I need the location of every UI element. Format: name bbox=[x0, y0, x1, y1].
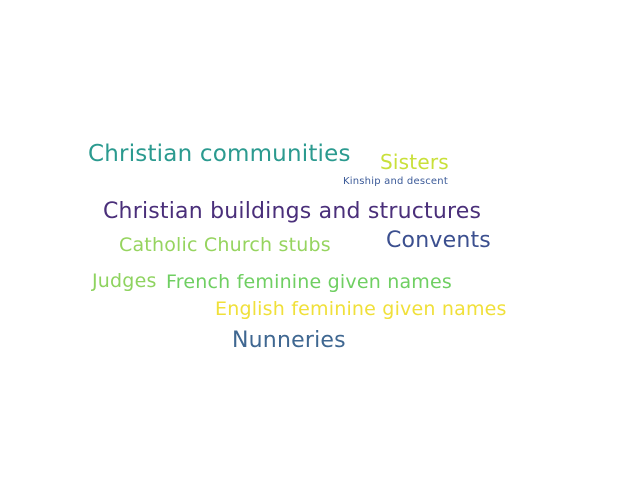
word-kinship-and-descent: Kinship and descent bbox=[343, 176, 448, 187]
word-christian-buildings-and-structures: Christian buildings and structures bbox=[103, 199, 482, 224]
word-christian-communities: Christian communities bbox=[88, 141, 351, 167]
word-nunneries: Nunneries bbox=[232, 328, 346, 353]
word-french-feminine-given-names: French feminine given names bbox=[166, 271, 452, 293]
word-sisters: Sisters bbox=[380, 150, 449, 174]
word-english-feminine-given-names: English feminine given names bbox=[215, 298, 507, 320]
word-catholic-church-stubs: Catholic Church stubs bbox=[119, 234, 331, 256]
word-judges: Judges bbox=[92, 270, 157, 292]
word-convents: Convents bbox=[386, 228, 491, 253]
